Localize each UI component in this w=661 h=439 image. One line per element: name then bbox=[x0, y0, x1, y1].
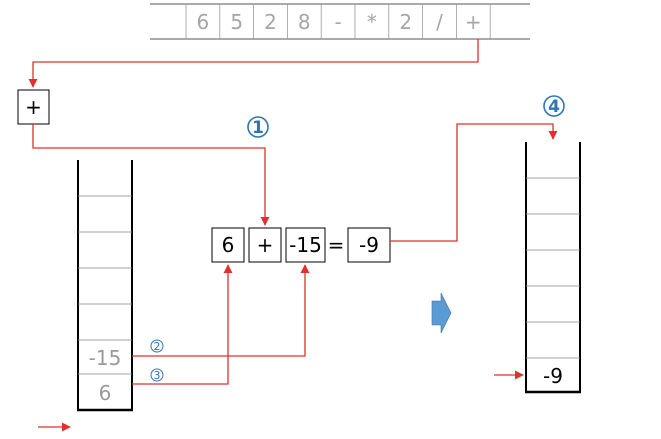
svg-text:2: 2 bbox=[154, 340, 161, 353]
step-marker-4: 4 bbox=[543, 95, 565, 117]
step-marker-3: 3 bbox=[150, 368, 164, 382]
input-token: 5 bbox=[230, 10, 243, 34]
right-stack-item: -9 bbox=[543, 364, 563, 388]
expr-equals: = bbox=[328, 233, 345, 257]
expr-left-operand: 6 bbox=[222, 233, 235, 257]
input-token: 8 bbox=[298, 10, 311, 34]
next-state-arrow-icon bbox=[431, 292, 452, 334]
step-marker-2: 2 bbox=[150, 339, 164, 353]
right-stack: -9 bbox=[525, 142, 581, 394]
input-token: + bbox=[465, 10, 482, 34]
svg-text:1: 1 bbox=[252, 118, 264, 138]
input-token: / bbox=[436, 10, 443, 34]
expr-right-operand: -15 bbox=[289, 233, 322, 257]
left-stack-item: -15 bbox=[89, 346, 122, 370]
input-token: 6 bbox=[197, 10, 210, 34]
input-token-strip: 6 5 2 8- * 2/+ bbox=[150, 3, 530, 40]
arrow-pop-second bbox=[132, 264, 233, 385]
expression: 6 + -15 = -9 bbox=[211, 227, 391, 263]
input-token: 2 bbox=[399, 10, 412, 34]
input-token: * bbox=[367, 10, 377, 34]
arrow-token-to-operator bbox=[28, 39, 479, 88]
expr-result: -9 bbox=[359, 233, 379, 257]
arrow-pop-first bbox=[132, 264, 310, 357]
expr-operator: + bbox=[257, 233, 274, 257]
arrow-operator-to-expr bbox=[32, 124, 270, 226]
left-stack: -15 6 bbox=[77, 160, 133, 412]
current-operator-box: + bbox=[17, 89, 50, 125]
input-token: - bbox=[334, 10, 341, 34]
arrow-push-result bbox=[390, 123, 558, 242]
left-stack-item: 6 bbox=[99, 381, 112, 405]
svg-text:3: 3 bbox=[154, 369, 161, 382]
svg-text:4: 4 bbox=[548, 97, 560, 117]
input-token: 2 bbox=[264, 10, 277, 34]
current-operator: + bbox=[25, 95, 42, 119]
step-marker-1: 1 bbox=[247, 116, 269, 138]
